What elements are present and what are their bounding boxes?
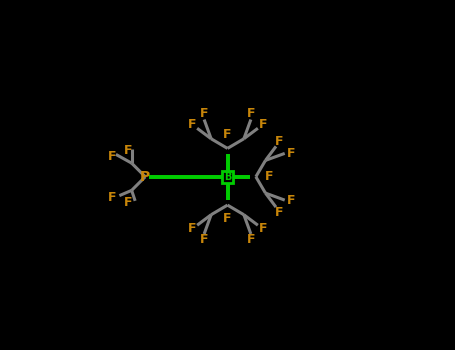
Text: F: F (108, 191, 116, 204)
Text: F: F (275, 135, 284, 148)
Text: F: F (223, 212, 232, 225)
Text: F: F (275, 206, 284, 219)
Text: F: F (200, 107, 208, 120)
Text: F: F (287, 147, 295, 160)
Text: F: F (247, 233, 255, 246)
Text: F: F (187, 118, 196, 131)
Text: F: F (259, 222, 268, 235)
Text: F: F (124, 196, 132, 209)
Text: B: B (224, 172, 231, 182)
FancyBboxPatch shape (222, 171, 233, 183)
Text: P: P (140, 170, 150, 184)
Text: F: F (247, 107, 255, 120)
Text: F: F (287, 194, 295, 206)
Text: F: F (223, 128, 232, 141)
Text: F: F (124, 145, 132, 158)
Text: F: F (108, 150, 116, 163)
Text: F: F (200, 233, 208, 246)
Text: F: F (265, 170, 273, 183)
Text: F: F (187, 222, 196, 235)
Text: F: F (259, 118, 268, 131)
